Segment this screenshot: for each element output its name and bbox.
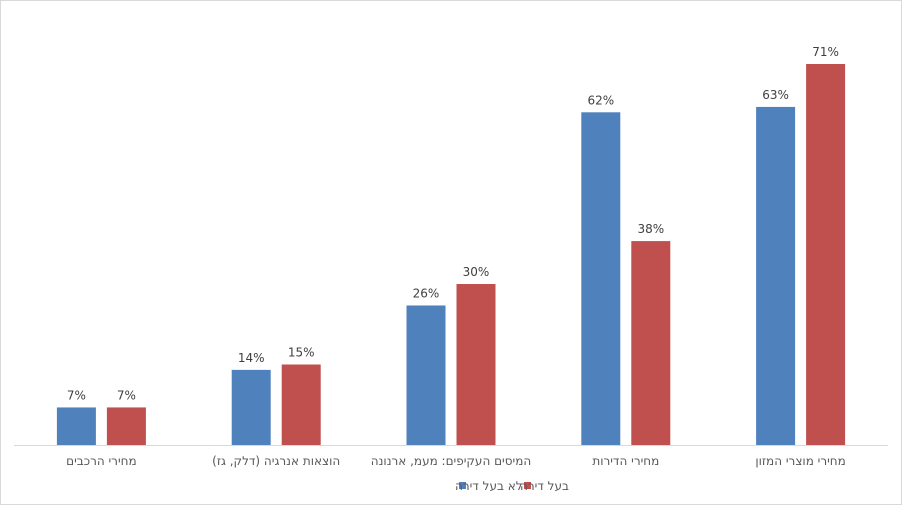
category-label-4: מחירי מוצרי המזון <box>755 454 845 468</box>
data-label-owner-1: 15% <box>288 346 315 360</box>
data-label-owner-0: 7% <box>117 388 136 402</box>
category-label-3: מחירי הדירות <box>592 454 659 468</box>
bar-owner-3 <box>631 241 671 445</box>
legend-label-non-owner: לא בעל דירה <box>455 479 523 493</box>
bar-non-owner-4 <box>756 106 796 446</box>
data-label-non-owner-4: 63% <box>762 88 789 102</box>
bar-owner-0 <box>106 407 146 445</box>
bar-owner-2 <box>456 284 496 445</box>
bar-non-owner-2 <box>406 305 446 445</box>
data-label-non-owner-3: 62% <box>587 93 614 107</box>
category-label-0: מחירי הרכבים <box>66 454 137 468</box>
bar-non-owner-1 <box>231 369 271 445</box>
category-label-1: הוצאות אנרגיה (דלק, גז) <box>212 454 340 468</box>
bar-owner-4 <box>806 64 846 445</box>
bar-non-owner-0 <box>56 407 96 445</box>
data-label-non-owner-1: 14% <box>238 351 265 365</box>
legend-swatch-owner <box>524 482 531 489</box>
data-label-non-owner-2: 26% <box>413 286 440 300</box>
data-label-non-owner-0: 7% <box>67 388 86 402</box>
data-label-owner-2: 30% <box>463 265 490 279</box>
data-label-owner-3: 38% <box>637 222 664 236</box>
bar-non-owner-3 <box>581 112 621 445</box>
bar-owner-1 <box>281 364 321 445</box>
data-label-owner-4: 71% <box>812 45 839 59</box>
legend-label-owner: בעל דירה <box>520 479 569 493</box>
category-label-2: המיסים העקיפים: מעמ, ארנונה <box>371 454 531 468</box>
legend-swatch-non-owner <box>459 482 466 489</box>
